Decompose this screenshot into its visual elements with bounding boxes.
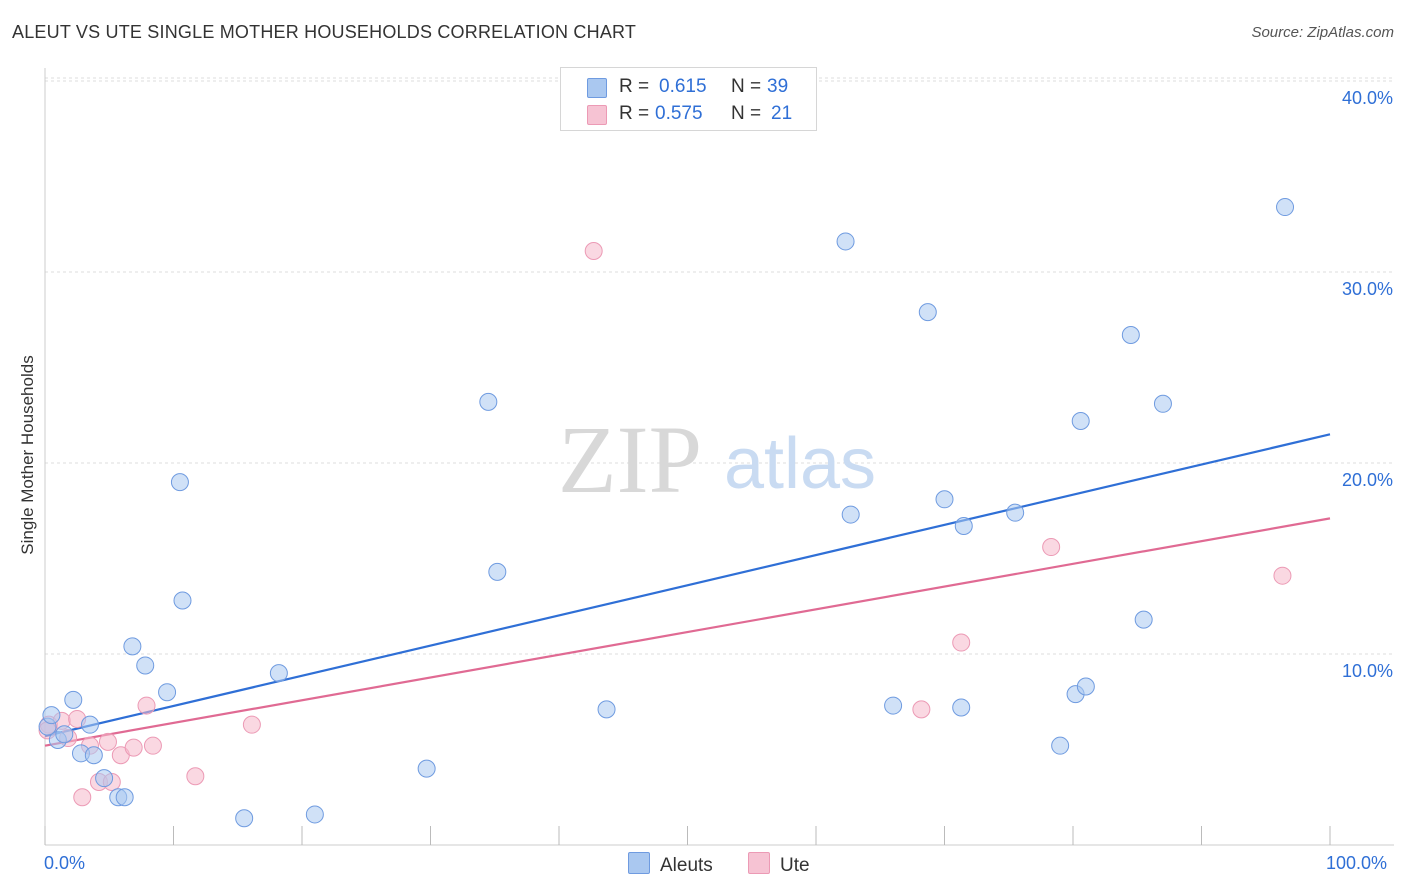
aleuts-point [1121,326,1140,345]
aleuts-point [64,690,83,709]
gridlines [45,77,1394,655]
aleuts-point [95,769,114,788]
aleuts-point [479,392,498,411]
ute-point [1042,538,1061,557]
aleuts-point [84,746,103,765]
aleuts-point [841,505,860,524]
legend-item-aleuts: Aleuts [628,852,713,877]
aleuts-point [80,715,99,734]
aleuts-point [235,809,254,828]
y-tick-label: 20.0% [1342,470,1393,490]
ute-point [186,767,205,786]
x-tick-max: 100.0% [1326,853,1388,873]
source-credit: Source: ZipAtlas.com [1251,24,1394,41]
legend-aleuts-label: Aleuts [660,855,713,876]
legend-ute-swatch [748,852,770,874]
aleuts-point [269,664,288,683]
aleuts-point [158,683,177,702]
ute-r-value: 0.575 [655,103,703,124]
aleuts-r-label: R = [619,76,650,97]
watermark-zip: ZIP [558,406,702,513]
aleuts-point [136,656,155,675]
aleuts-n-label: N = [731,76,762,97]
y-tick-label: 30.0% [1342,279,1393,299]
aleuts-r-value: 0.615 [659,76,707,97]
aleuts-point [488,562,507,581]
aleuts-trend-line [44,433,1331,738]
x-tick-min: 0.0% [44,853,86,873]
ute-trend-line [44,517,1331,747]
legend-item-ute: Ute [748,852,810,877]
ute-point [124,738,143,757]
ute-point [1273,566,1292,585]
ute-point [143,736,162,755]
chart-title: ALEUT VS UTE SINGLE MOTHER HOUSEHOLDS CO… [12,22,637,42]
ute-point [952,633,971,652]
aleuts-point [954,517,973,536]
aleuts-point [417,759,436,778]
stats-legend: R = 0.615 N = 39 R = 0.575 N = 21 [560,67,817,131]
aleuts-point [173,591,192,610]
legend-ute-label: Ute [780,855,810,876]
aleuts-point [170,473,189,492]
y-axis-label: Single Mother Households [18,355,37,555]
aleuts-point [1051,736,1070,755]
aleuts-point [1071,411,1090,430]
ute-swatch [587,105,607,125]
aleuts-points [38,198,1295,828]
aleuts-point [115,788,134,807]
aleuts-point [305,805,324,824]
ute-r-label: R = [619,103,650,124]
ute-point [98,732,117,751]
y-tick-label: 40.0% [1342,88,1393,108]
ute-point [242,715,261,734]
y-tick-label: 10.0% [1342,661,1393,681]
aleuts-point [952,698,971,717]
ute-n-value: 21 [771,103,793,124]
aleuts-swatch [587,78,607,98]
aleuts-point [597,700,616,719]
legend-aleuts-swatch [628,852,650,874]
aleuts-point [55,725,74,744]
aleuts-point [1153,394,1172,413]
aleuts-n-value: 39 [767,76,789,97]
aleuts-point [1006,503,1025,522]
aleuts-point [836,232,855,251]
aleuts-point [1076,677,1095,696]
aleuts-point [884,696,903,715]
watermark-atlas: atlas [724,424,876,504]
ute-point [912,700,931,719]
ute-point [584,241,603,260]
ute-points [38,241,1292,807]
aleuts-point [1134,610,1153,629]
y-tick-labels: 10.0% 20.0% 30.0% 40.0% [1342,88,1393,681]
ute-point [73,788,92,807]
aleuts-point [918,303,937,322]
trend-lines [44,433,1331,747]
aleuts-point [1276,198,1295,217]
ute-point [137,696,156,715]
aleuts-point [123,637,142,656]
aleuts-point [42,706,61,725]
aleuts-point [935,490,954,509]
ute-n-label: N = [731,103,762,124]
